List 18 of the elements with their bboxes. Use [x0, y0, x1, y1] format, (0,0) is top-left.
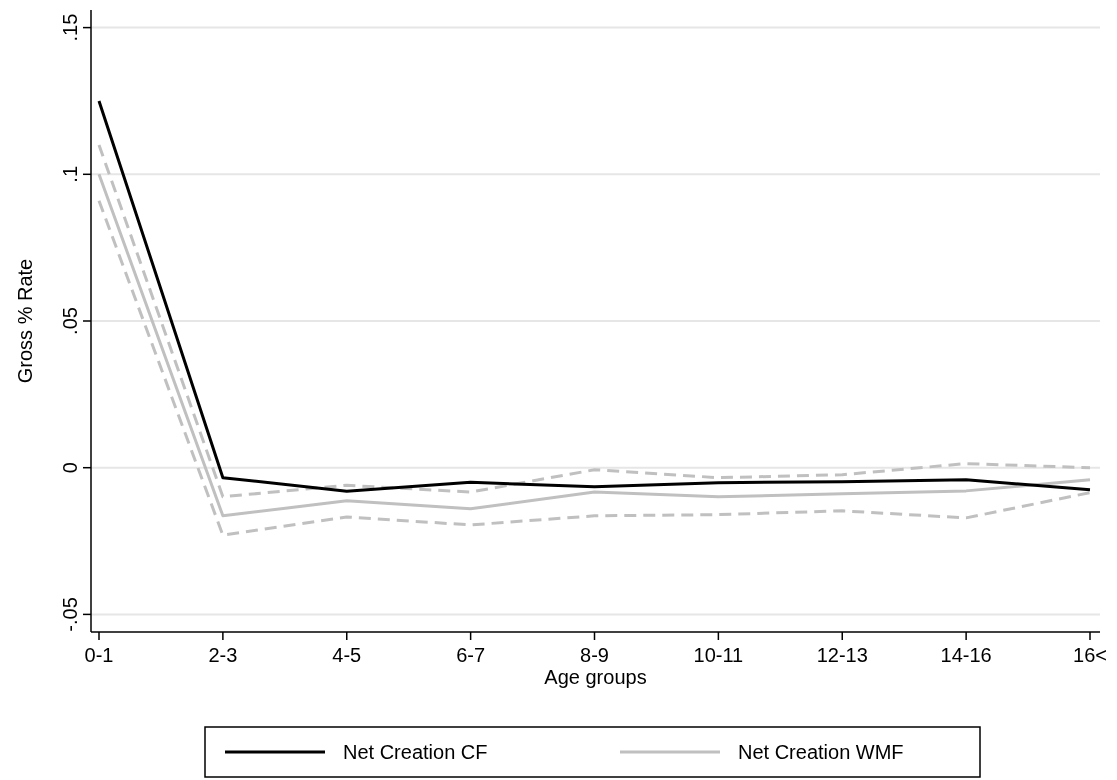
x-axis-title: Age groups [544, 666, 647, 688]
x-tick-label: 16< [1073, 644, 1107, 666]
y-tick-label: 0 [59, 462, 81, 474]
y-tick-label: .05 [59, 307, 81, 335]
legend-label: Net Creation WMF [738, 741, 904, 763]
x-tick-label: 12-13 [816, 644, 868, 666]
x-tick-label: 4-5 [332, 644, 362, 666]
x-tick-label: 14-16 [940, 644, 992, 666]
x-tick-label: 8-9 [580, 644, 609, 666]
legend-label: Net Creation CF [343, 741, 488, 763]
x-tick-label: 10-11 [693, 644, 744, 666]
y-tick-label: .15 [59, 13, 81, 42]
x-tick-label: 2-3 [208, 644, 238, 666]
y-tick-label: -.05 [59, 597, 81, 632]
x-tick-label: 0-1 [84, 644, 114, 666]
y-axis-title: Gross % Rate [14, 258, 36, 384]
x-tick-label: 6-7 [456, 644, 486, 666]
y-tick-label: .1 [59, 165, 81, 183]
